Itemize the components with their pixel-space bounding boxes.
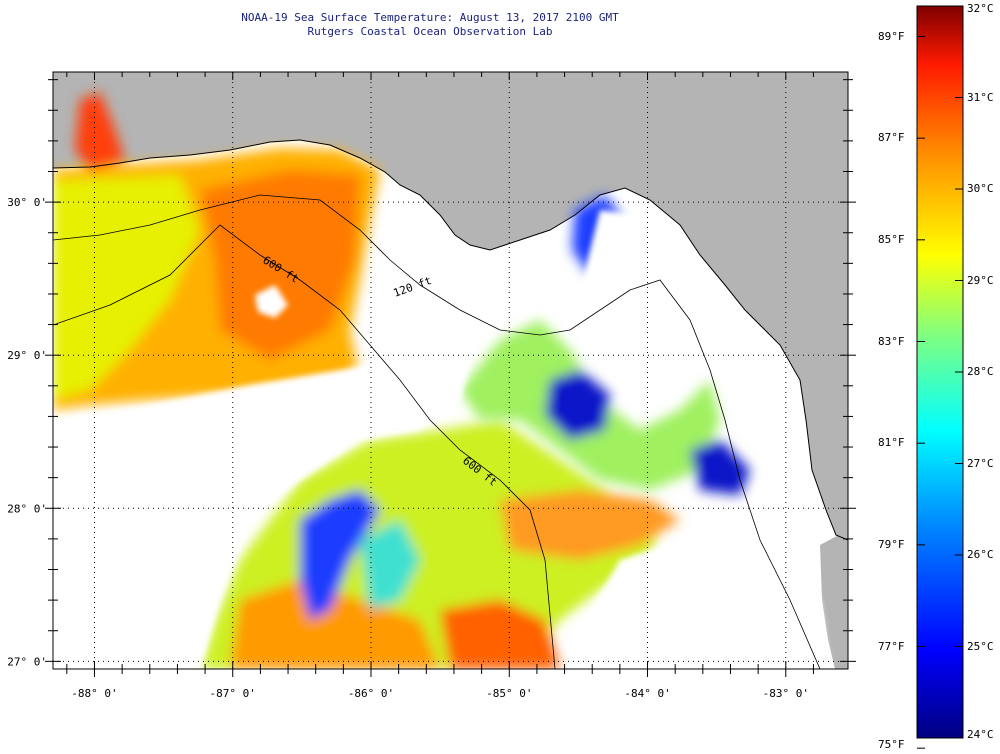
celsius-label: 27°C [967, 456, 994, 470]
longitude-label: -85° 0' [486, 687, 532, 700]
map-subtitle: Rutgers Coastal Ocean Observation Lab [307, 25, 553, 38]
celsius-label: 30°C [967, 182, 994, 195]
latitude-label: 30° 0' [7, 196, 47, 209]
celsius-label: 28°C [967, 365, 994, 378]
latitude-label: 28° 0' [7, 502, 47, 515]
fahrenheit-label: 89°F [878, 29, 905, 43]
celsius-label: 25°C [967, 639, 994, 653]
latitude-label: 27° 0' [7, 655, 47, 668]
sst-south-red-orange [440, 600, 560, 669]
fahrenheit-label: 75°F [878, 738, 905, 752]
fahrenheit-label: 87°F [878, 131, 905, 145]
sst-coast-blue [690, 440, 750, 495]
sst-west-yellow [53, 175, 200, 400]
longitude-label: -84° 0' [624, 687, 670, 700]
land-south-tip [820, 530, 848, 669]
coastline [53, 139, 848, 541]
fahrenheit-label: 81°F [878, 436, 905, 450]
contour-600ft [53, 224, 556, 669]
celsius-label: 29°C [967, 273, 994, 287]
cloud-central [53, 350, 470, 669]
axis-ticks [45, 72, 856, 677]
longitude-label: -88° 0' [71, 687, 117, 700]
longitude-label: -86° 0' [348, 687, 394, 700]
sst-bigbend-blue [545, 370, 610, 440]
fahrenheit-label: 85°F [878, 232, 905, 246]
celsius-label: 32°C [967, 2, 994, 15]
celsius-label: 31°C [967, 90, 994, 104]
celsius-label: 26°C [967, 548, 994, 561]
celsius-label: 24°C [967, 728, 994, 741]
latitude-label: 29° 0' [7, 349, 47, 362]
latitude-labels: 30° 0' 29° 0' 28° 0' 27° 0' [7, 196, 47, 668]
cloud-west-spot [255, 285, 288, 318]
sst-mobile-bay-red [75, 92, 125, 170]
sst-mid-orange [500, 490, 680, 560]
cloud-southeast [580, 520, 830, 669]
sst-blue-filaments [300, 490, 380, 620]
fahrenheit-label: 79°F [878, 537, 905, 551]
cloud-east [580, 210, 760, 380]
longitude-labels: -88° 0' -87° 0' -86° 0' -85° 0' -84° 0' -83° … [71, 687, 809, 700]
sst-south-orange [230, 580, 440, 669]
contour-120ft [53, 194, 821, 669]
map-title: NOAA-19 Sea Surface Temperature: August … [241, 11, 619, 24]
fahrenheit-label: 77°F [878, 639, 905, 653]
sst-west-orange-core [200, 170, 360, 360]
longitude-label: -83° 0' [763, 687, 809, 700]
land-north [53, 72, 848, 540]
map-border [52, 71, 849, 670]
longitude-label: -87° 0' [210, 687, 256, 700]
colorbar-ticks [917, 5, 963, 749]
fahrenheit-label: 83°F [878, 334, 905, 348]
sst-cyan-band [360, 520, 420, 610]
